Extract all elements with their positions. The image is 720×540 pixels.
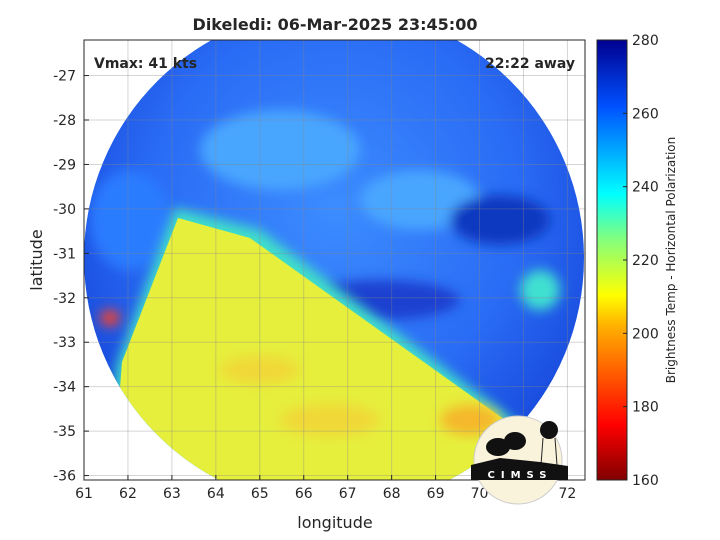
cimss-logo: CIMSS xyxy=(471,415,568,505)
x-tick-label: 63 xyxy=(163,486,181,502)
colorbar-tick-label: 200 xyxy=(632,326,659,342)
y-tick-label: -33 xyxy=(53,335,76,351)
colorbar-tick-label: 260 xyxy=(632,106,659,122)
x-tick-label: 61 xyxy=(75,486,93,502)
y-tick-label: -35 xyxy=(53,424,76,440)
y-tick-label: -32 xyxy=(53,291,76,307)
y-tick-label: -34 xyxy=(53,380,76,396)
grid-lines xyxy=(84,40,585,480)
y-tick-label: -27 xyxy=(53,69,76,85)
colorbar-tick-label: 180 xyxy=(632,400,659,416)
x-tick-label: 64 xyxy=(207,486,225,502)
y-tick-label: -36 xyxy=(53,469,76,485)
colorbar-tick-label: 220 xyxy=(632,253,659,269)
colorbar-tick-label: 280 xyxy=(632,33,659,49)
axes-box xyxy=(83,39,586,481)
x-tick-label: 65 xyxy=(251,486,269,502)
y-axis-label: latitude xyxy=(27,229,46,290)
time-away-annotation: 22:22 away xyxy=(485,56,575,72)
x-tick-label: 69 xyxy=(427,486,445,502)
logo-text: CIMSS xyxy=(488,470,553,481)
chart-title: Dikeledi: 06-Mar-2025 23:45:00 xyxy=(193,15,478,34)
vmax-annotation: Vmax: 41 kts xyxy=(94,56,197,72)
x-tick-label: 66 xyxy=(295,486,313,502)
colorbar-tick-label: 240 xyxy=(632,180,659,196)
x-tick-label: 67 xyxy=(339,486,357,502)
y-tick-label: -31 xyxy=(53,246,76,262)
heatmap xyxy=(84,40,585,480)
colorbar-label: Brightness Temp - Horizontal Polarizatio… xyxy=(664,137,678,384)
y-tick-label: -28 xyxy=(53,113,76,129)
x-tick-label: 62 xyxy=(119,486,137,502)
colorbar xyxy=(596,39,628,481)
warm-region xyxy=(110,218,540,480)
x-tick-label: 70 xyxy=(471,486,489,502)
x-tick-label: 72 xyxy=(559,486,577,502)
y-tick-label: -30 xyxy=(53,202,76,218)
y-tick-label: -29 xyxy=(53,157,76,173)
colorbar-tick-label: 160 xyxy=(632,473,659,489)
x-axis-label: longitude xyxy=(297,513,372,532)
x-tick-label: 68 xyxy=(383,486,401,502)
